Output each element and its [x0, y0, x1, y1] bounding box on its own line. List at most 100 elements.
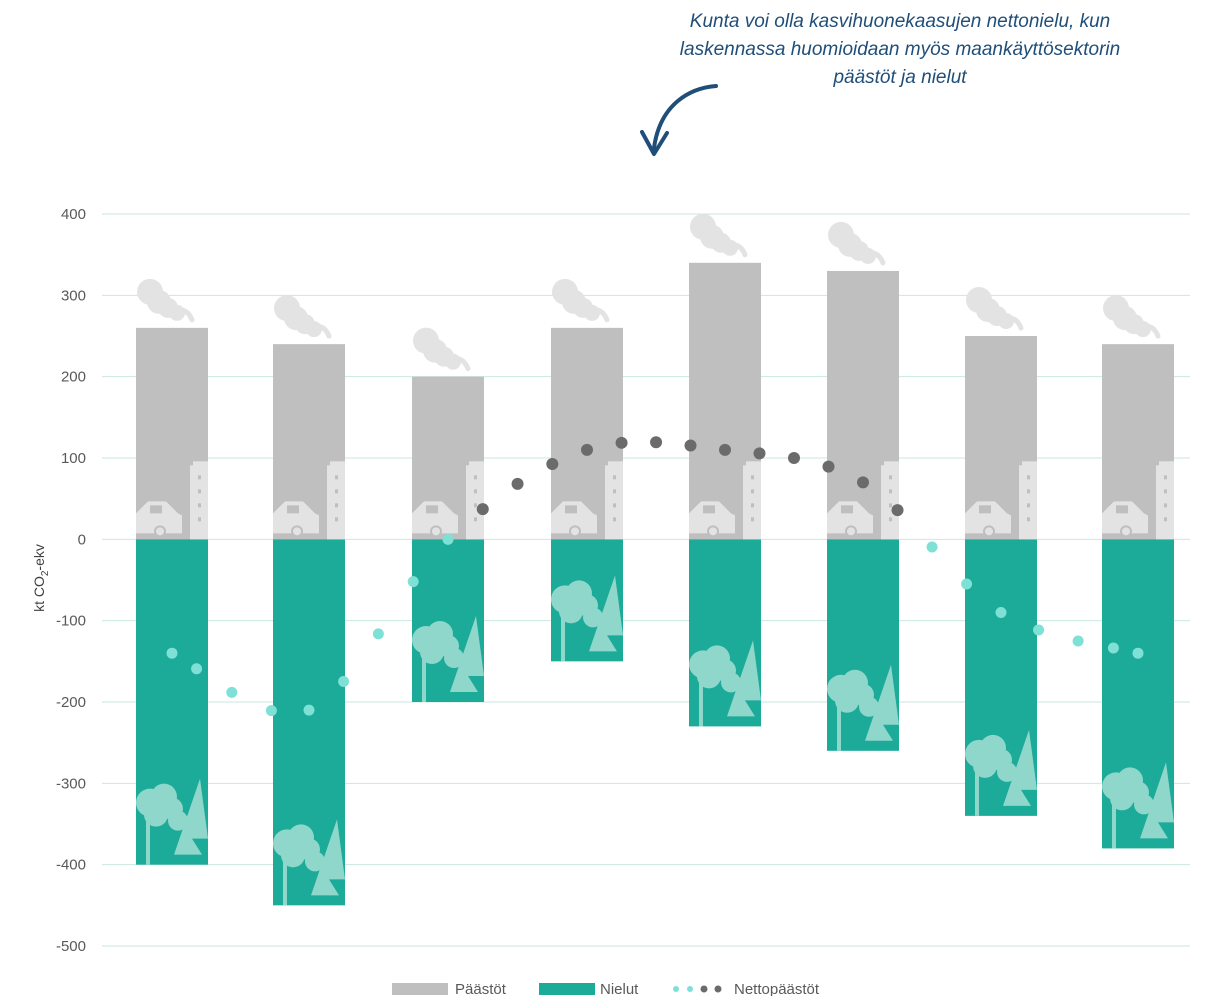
- y-tick-label: -200: [56, 694, 86, 711]
- legend-label-net: Nettopäästöt: [734, 981, 820, 996]
- legend-swatch-emissions: [392, 983, 448, 995]
- net-emission-point: [995, 607, 1007, 619]
- net-emissions-dots: [166, 436, 1144, 717]
- deciduous-tree-icon: [827, 669, 879, 751]
- net-emission-point: [1132, 647, 1144, 659]
- net-emission-point: [407, 576, 419, 588]
- net-emission-point: [372, 628, 384, 640]
- conifer-tree-icon: [865, 664, 899, 741]
- conifer-tree-icon: [727, 640, 761, 717]
- smoke-icon: [966, 287, 1024, 331]
- y-axis-title-main: kt CO: [31, 576, 47, 612]
- smoke-icon: [690, 213, 748, 258]
- smoke-icon: [828, 221, 886, 266]
- building-icon: [466, 461, 484, 540]
- deciduous-tree-icon: [136, 783, 188, 865]
- legend-label-emissions: Päästöt: [455, 981, 507, 996]
- annotation-line-3: päästöt ja nielut: [833, 67, 967, 88]
- y-tick-label: 200: [61, 369, 86, 386]
- car-icon: [965, 501, 1011, 538]
- net-emission-point: [166, 647, 178, 659]
- net-emission-point: [857, 476, 869, 489]
- net-emission-point: [719, 443, 731, 456]
- legend-label-sinks: Nielut: [600, 981, 639, 996]
- legend-swatch-sinks: [539, 983, 595, 995]
- car-icon: [412, 501, 458, 538]
- net-emission-point: [822, 460, 835, 473]
- net-emission-point: [476, 503, 489, 516]
- y-tick-label: -300: [56, 775, 86, 792]
- legend-swatch-net: [673, 985, 722, 993]
- y-tick-label: -500: [56, 938, 86, 955]
- car-icon: [827, 501, 873, 538]
- car-icon: [551, 501, 597, 538]
- net-emission-point: [511, 477, 524, 490]
- deciduous-tree-icon: [689, 645, 741, 727]
- bars: [136, 262, 1174, 906]
- car-icon: [136, 501, 182, 538]
- net-emission-point: [684, 439, 697, 452]
- net-emission-point: [191, 663, 203, 675]
- net-emission-point: [581, 443, 593, 456]
- y-axis-title: kt CO2-ekv: [31, 544, 51, 612]
- deciduous-tree-icon: [1102, 767, 1154, 849]
- car-icon: [273, 501, 319, 538]
- conifer-tree-icon: [311, 819, 345, 896]
- building-icon: [327, 461, 345, 540]
- smoke-icon: [413, 327, 471, 372]
- annotation-line-2: laskennassa huomioidaan myös maankäyttös…: [679, 39, 1121, 60]
- y-tick-label: 0: [78, 531, 86, 548]
- car-icon: [1102, 501, 1148, 538]
- net-emission-point: [442, 533, 454, 545]
- curved-arrow-icon: [640, 84, 718, 156]
- y-tick-label: 300: [61, 287, 86, 304]
- bar-icons: [136, 213, 1174, 906]
- deciduous-tree-icon: [412, 621, 464, 702]
- net-emission-point: [226, 686, 238, 698]
- building-icon: [881, 461, 899, 540]
- y-tick-label: 100: [61, 450, 86, 467]
- net-emission-point: [961, 578, 973, 590]
- y-axis-ticks: 400 300 200 100 0 -100 -200 -300 -400 -500: [56, 206, 86, 955]
- conifer-tree-icon: [1003, 729, 1037, 806]
- annotation-line-1: Kunta voi olla kasvihuonekaasujen netton…: [689, 11, 1111, 32]
- building-icon: [605, 461, 623, 540]
- y-tick-label: 400: [61, 206, 86, 223]
- smoke-icon: [274, 295, 332, 339]
- net-emission-point: [753, 447, 766, 460]
- net-emission-point: [1033, 624, 1045, 636]
- annotation-text: Kunta voi olla kasvihuonekaasujen netton…: [600, 8, 1200, 92]
- net-emission-point: [546, 458, 559, 471]
- building-icon: [190, 461, 208, 540]
- conifer-tree-icon: [1140, 762, 1174, 839]
- building-icon: [1019, 461, 1037, 540]
- building-icon: [743, 461, 761, 540]
- smoke-icon: [552, 278, 610, 323]
- legend: Päästöt Nielut Nettopäästöt: [392, 981, 820, 996]
- net-emission-point: [926, 541, 938, 553]
- deciduous-tree-icon: [273, 824, 325, 906]
- conifer-tree-icon: [450, 616, 484, 692]
- net-emission-point: [615, 436, 628, 449]
- net-emission-point: [338, 676, 350, 688]
- y-axis-title-rest: -ekv: [31, 544, 47, 570]
- y-axis-title-sub: 2: [40, 570, 51, 576]
- smoke-icon: [137, 278, 195, 323]
- net-emission-point: [891, 504, 904, 517]
- net-emission-point: [788, 452, 800, 464]
- net-emission-point: [1072, 635, 1084, 647]
- net-emission-point: [303, 704, 315, 716]
- building-icon: [1156, 461, 1174, 540]
- y-tick-label: -400: [56, 857, 86, 874]
- conifer-tree-icon: [589, 575, 623, 652]
- deciduous-tree-icon: [551, 580, 603, 662]
- deciduous-tree-icon: [965, 734, 1017, 816]
- net-emission-point: [650, 436, 663, 449]
- net-emission-point: [265, 705, 277, 717]
- conifer-tree-icon: [174, 778, 208, 855]
- y-tick-label: -100: [56, 613, 86, 630]
- net-emission-point: [1107, 642, 1119, 654]
- car-icon: [689, 501, 735, 538]
- smoke-icon: [1103, 295, 1161, 339]
